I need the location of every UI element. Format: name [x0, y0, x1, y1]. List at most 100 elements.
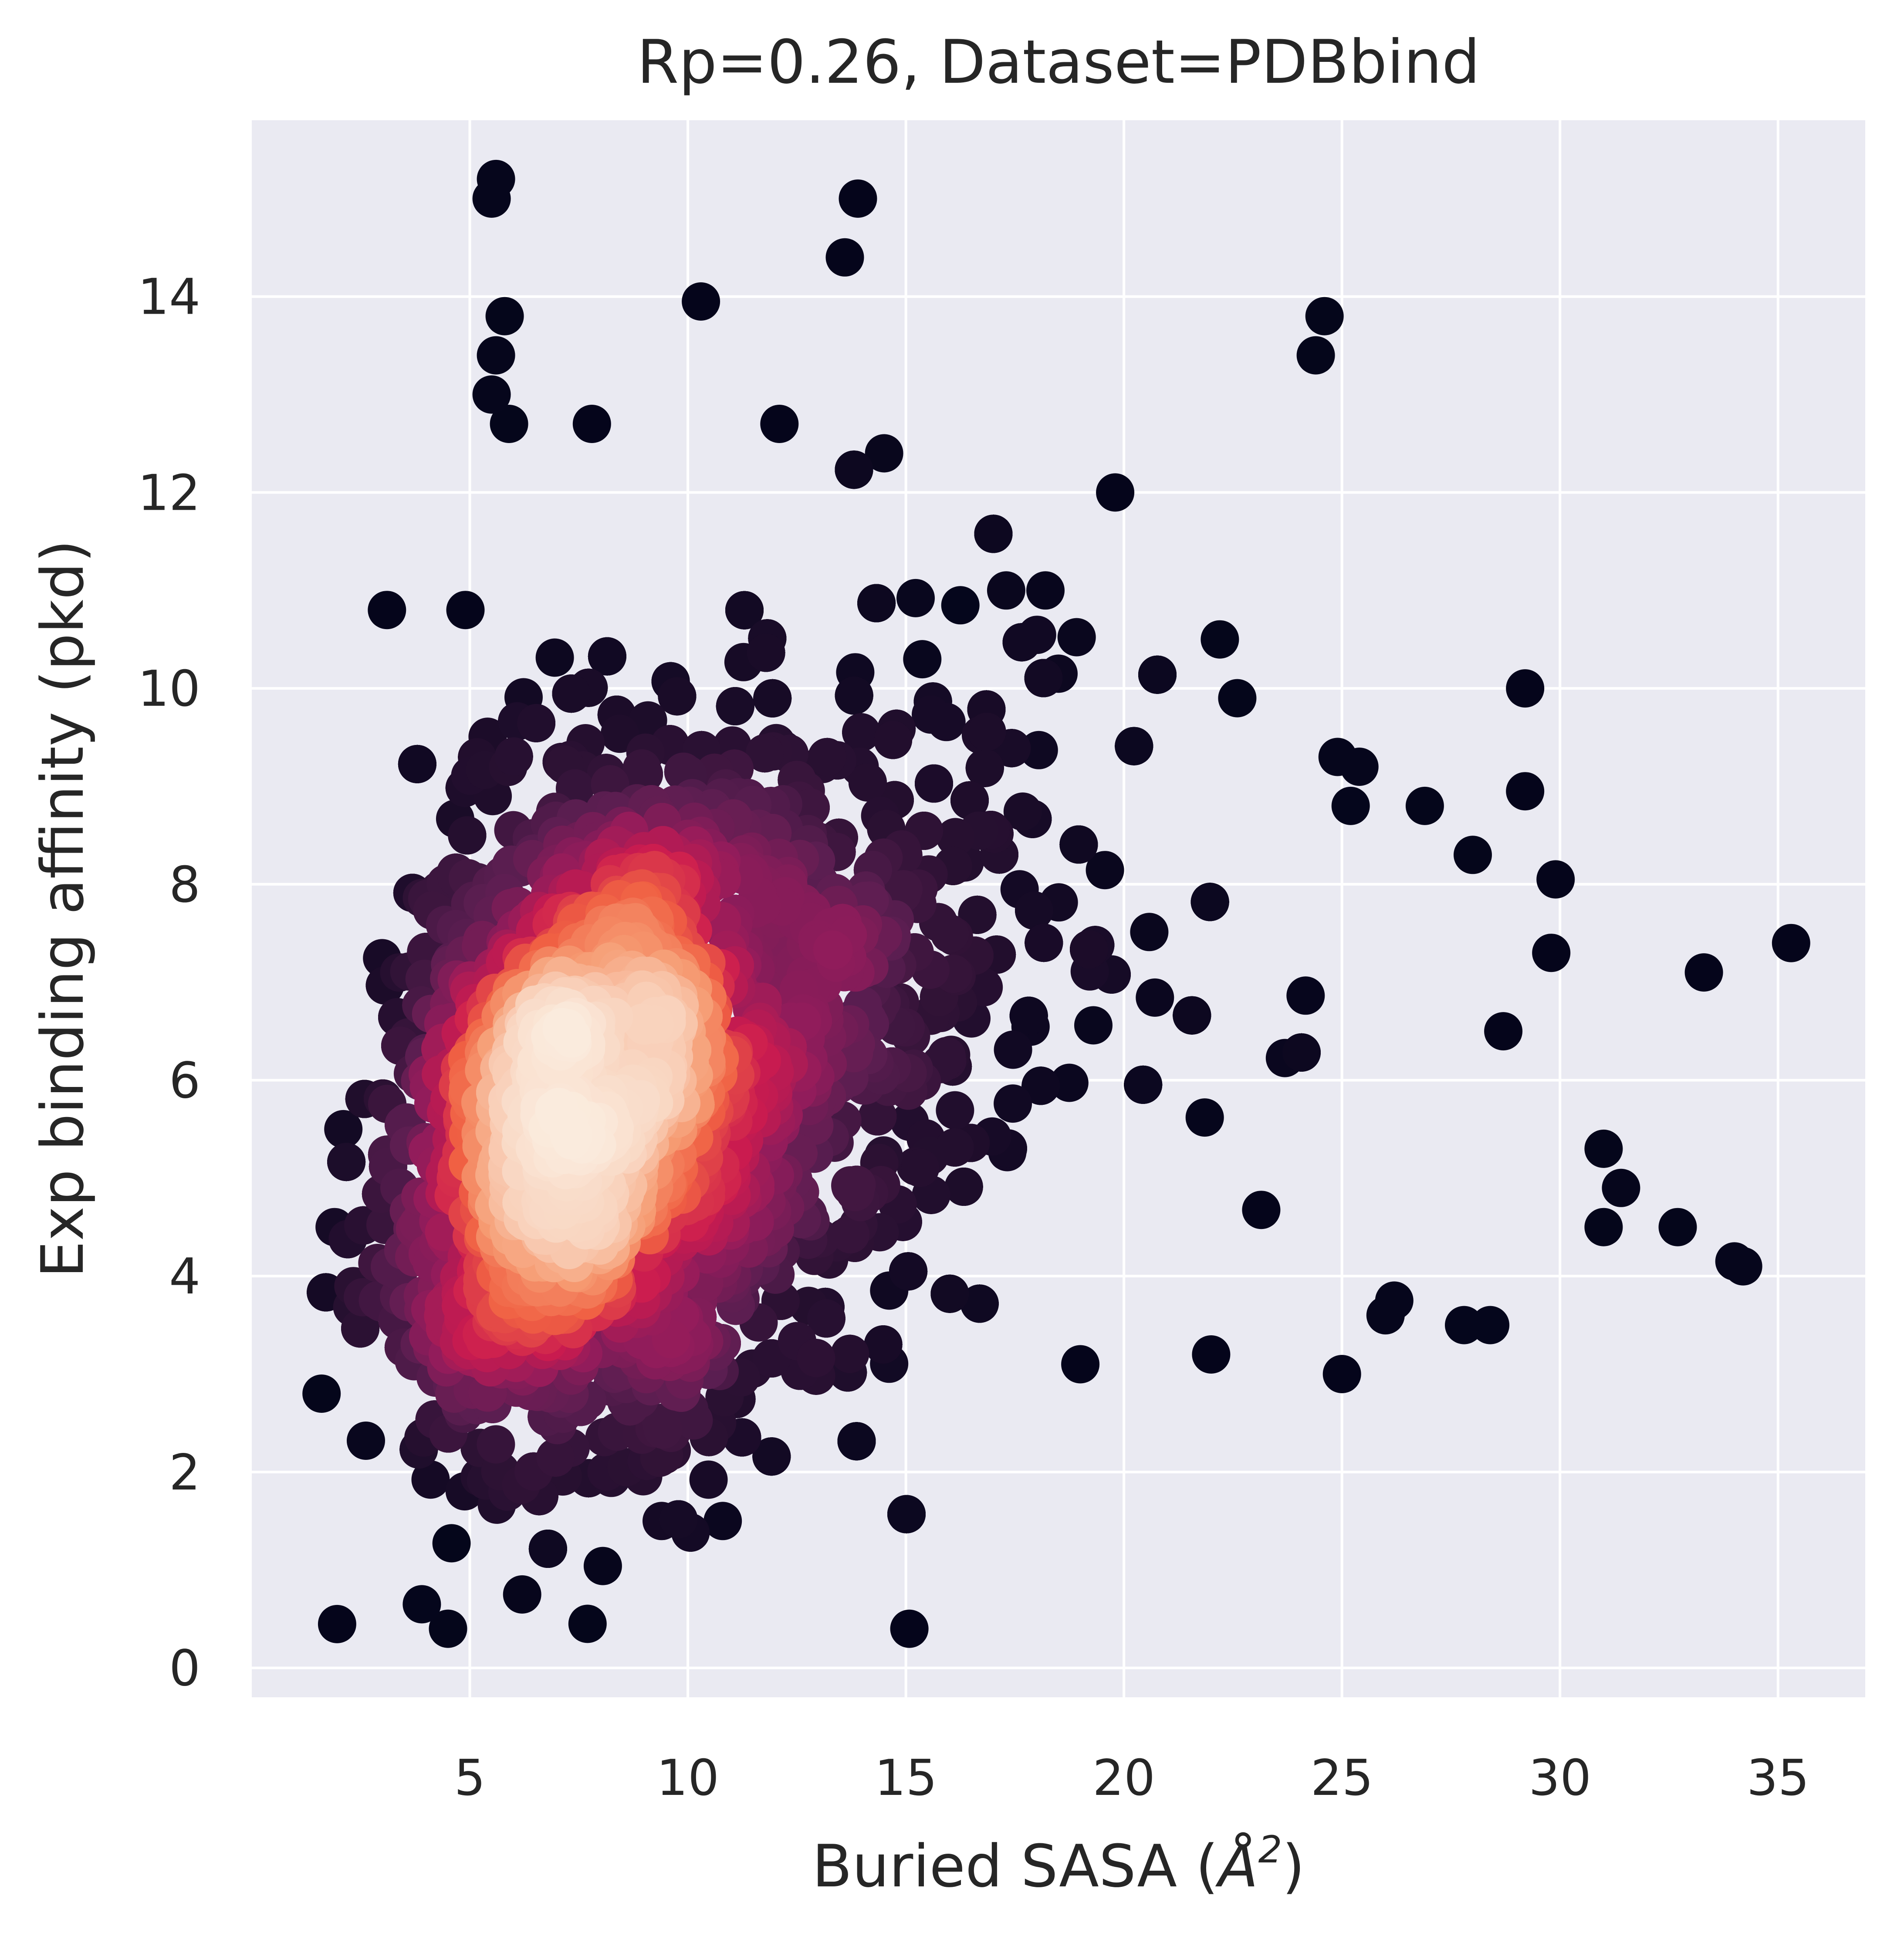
scatter-point	[588, 637, 626, 676]
scatter-point	[848, 763, 887, 802]
scatter-point	[1340, 748, 1379, 786]
scatter-point	[1173, 996, 1211, 1035]
scatter-point	[901, 1148, 940, 1187]
scatter-point	[398, 745, 436, 783]
scatter-point	[1445, 1306, 1483, 1344]
scatter-point	[1658, 1208, 1697, 1246]
scatter-point	[896, 579, 935, 617]
scatter-point	[568, 1605, 607, 1643]
scatter-point	[703, 1502, 742, 1540]
scatter-point	[517, 704, 555, 742]
scatter-point	[625, 755, 663, 794]
scatter-point	[411, 1460, 450, 1499]
scatter-point	[858, 1097, 897, 1136]
scatter-point	[927, 1037, 966, 1076]
scatter-point	[572, 405, 611, 443]
scatter-point	[689, 1460, 728, 1499]
scatter-point	[752, 1437, 791, 1476]
scatter-point	[583, 1547, 622, 1585]
scatter-point	[368, 591, 406, 630]
scatter-point	[1009, 996, 1048, 1035]
scatter-point	[1124, 1065, 1163, 1104]
scatter-point	[1025, 924, 1063, 962]
scatter-point	[1061, 1345, 1100, 1384]
scatter-point	[448, 816, 487, 855]
scatter-point	[936, 818, 975, 856]
scatter-point	[1584, 1208, 1623, 1246]
scatter-point	[960, 1284, 999, 1323]
scatter-point	[1506, 669, 1545, 708]
scatter-point	[324, 1110, 363, 1148]
scatter-point	[1096, 473, 1135, 512]
scatter-point	[874, 721, 913, 759]
scatter-point	[472, 375, 511, 414]
scatter-point	[1286, 976, 1325, 1015]
scatter-point	[477, 336, 515, 375]
scatter-point	[1050, 1063, 1089, 1102]
scatter-point	[903, 640, 942, 679]
scatter-point	[318, 1605, 356, 1643]
scatter-point	[1201, 620, 1239, 659]
scatter-point	[1715, 1242, 1754, 1281]
scatter-point	[831, 1334, 869, 1373]
scatter-point	[747, 633, 785, 672]
scatter-point	[1021, 1066, 1060, 1105]
scatter-point	[890, 1609, 929, 1648]
scatter-point	[1057, 618, 1096, 657]
scatter-point	[842, 713, 881, 752]
scatter-point	[837, 1165, 876, 1204]
scatter-point	[915, 764, 953, 803]
scatter-point	[1584, 1129, 1623, 1168]
scatter-point	[682, 282, 720, 321]
scatter-point	[839, 179, 877, 218]
scatter-point	[808, 738, 846, 776]
scatter-point	[1322, 1355, 1361, 1393]
scatter-point	[1506, 772, 1545, 811]
scatter-point	[1015, 891, 1054, 930]
scatter-point	[831, 1215, 870, 1254]
scatter-point	[1024, 659, 1063, 697]
scatter-point	[745, 734, 784, 773]
scatter-point	[936, 1091, 974, 1130]
scatter-point	[1185, 1098, 1224, 1137]
scatter-point	[760, 405, 799, 443]
scatter-point	[552, 674, 591, 713]
scatter-point	[864, 1325, 903, 1364]
scatter-point	[987, 571, 1025, 610]
scatter-point	[1138, 655, 1177, 694]
scatter-points	[302, 159, 1810, 1648]
scatter-point	[535, 638, 574, 677]
scatter-point	[327, 1143, 366, 1181]
scatter-point	[1296, 336, 1335, 375]
scatter-point	[1602, 1168, 1640, 1207]
scatter-point	[1115, 727, 1153, 765]
scatter-point	[402, 1585, 441, 1624]
scatter-point	[716, 687, 754, 725]
scatter-point	[889, 1252, 928, 1291]
scatter-point	[930, 1274, 969, 1313]
scatter-point	[1130, 913, 1169, 951]
scatter-point	[1192, 1335, 1231, 1374]
scatter-point	[1331, 786, 1370, 825]
scatter-point	[528, 1530, 567, 1568]
scatter-point	[944, 1168, 983, 1206]
scatter-point	[1136, 978, 1174, 1017]
scatter-point	[1536, 860, 1575, 899]
scatter-point	[753, 679, 792, 718]
scatter-point	[797, 1339, 835, 1378]
scatter-point	[927, 703, 966, 741]
scatter-point	[1242, 1191, 1281, 1229]
scatter-point	[302, 1374, 341, 1413]
scatter-point	[1684, 953, 1723, 992]
scatter-point	[857, 584, 896, 623]
scatter-point	[835, 676, 873, 715]
scatter-point	[1003, 792, 1042, 831]
scatter-point	[887, 1495, 926, 1534]
scatter-point	[1282, 1033, 1321, 1072]
scatter-point	[1405, 786, 1444, 825]
scatter-point	[490, 405, 528, 443]
scatter-point	[341, 1309, 380, 1348]
scatter-point	[494, 737, 533, 776]
scatter-point	[446, 591, 485, 630]
